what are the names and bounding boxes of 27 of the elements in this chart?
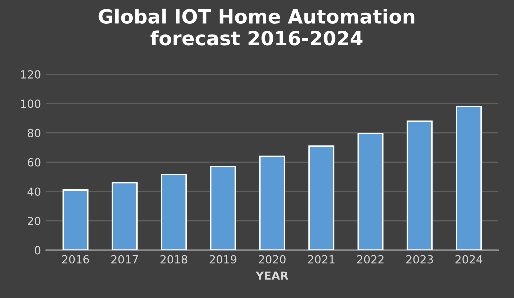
y-tick-label: 120 xyxy=(21,70,41,79)
bar xyxy=(112,182,138,250)
x-tick-label: 2017 xyxy=(112,255,138,264)
bar xyxy=(210,166,236,250)
x-tick-label: 2023 xyxy=(406,255,434,264)
bar xyxy=(259,156,286,250)
bar xyxy=(406,120,433,250)
y-tick-label: 0 xyxy=(35,246,41,255)
y-tick-label: 60 xyxy=(28,158,41,167)
y-tick-label: 20 xyxy=(28,216,41,226)
y-tick-label: 100 xyxy=(21,100,41,108)
x-tick-label: 2021 xyxy=(308,255,335,264)
chart-title: Global IOT Home Automation forecast 2016-2024 xyxy=(98,8,415,46)
x-tick-label: 2019 xyxy=(210,255,237,264)
y-tick-label: 80 xyxy=(28,129,41,138)
y-tick-label: 40 xyxy=(28,188,41,196)
x-tick-label: 2022 xyxy=(357,255,384,264)
bar xyxy=(308,146,335,250)
bar xyxy=(62,190,89,250)
x-tick-label: 2018 xyxy=(160,255,188,264)
bar xyxy=(161,174,188,250)
x-tick-label: 2016 xyxy=(62,255,90,264)
x-tick-label: 2024 xyxy=(456,255,483,264)
bar xyxy=(358,133,384,250)
bar xyxy=(456,106,482,250)
x-axis-title: YEAR xyxy=(256,272,289,280)
x-tick-label: 2020 xyxy=(259,255,286,264)
